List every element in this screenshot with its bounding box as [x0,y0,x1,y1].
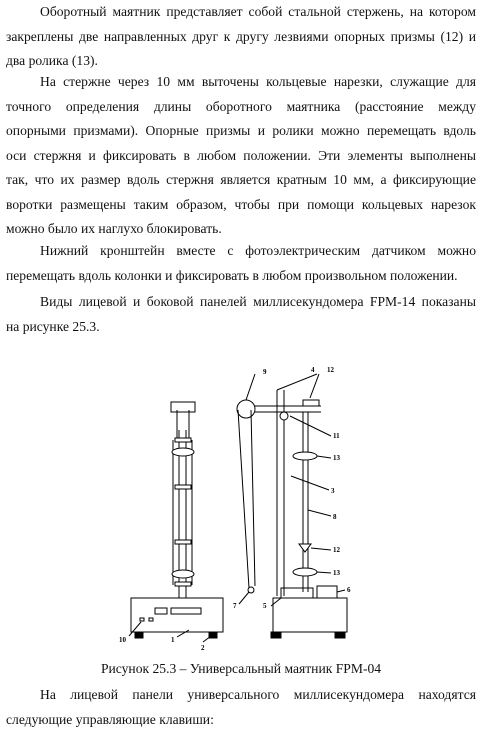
pulley [236,399,256,419]
label-2: 2 [201,644,205,652]
roller-disc [171,569,195,579]
label-8: 8 [333,513,337,521]
pendulum-figure: 10 1 2 9 4 12 11 13 3 8 12 13 6 5 7 [119,366,351,652]
text-line: следующие управляющие клавиши: [6,711,214,727]
label-5: 5 [263,602,267,610]
leader-line [309,373,320,399]
clamp [174,484,192,490]
roller-13 [292,451,318,461]
text-line: перемещать вдоль колонки и фиксировать в… [6,267,458,283]
roller-disc [171,447,195,457]
text-line: На стержне через 10 мм выточены кольцевы… [40,74,476,89]
weight-7 [247,586,255,594]
paragraph-4: Виды лицевой и боковой панелей миллисеку… [6,290,476,339]
text-line: воротки размещены таким образом, чтобы п… [6,196,476,212]
button-indicator [148,617,154,622]
text-line: два ролика (13). [6,53,98,68]
foot [334,631,346,639]
label-4: 4 [311,366,315,374]
clamp [174,437,192,443]
clamp [174,539,192,545]
leader-line [176,629,190,638]
leader-line [276,373,318,391]
leader-line [270,597,282,607]
paragraph-1: Оборотный маятник представляет собой ста… [6,0,476,74]
roller-13 [292,567,318,577]
label-11: 11 [333,432,340,440]
text-line: опорными призмами). Опорные призмы и рол… [6,123,476,138]
paragraph-3: Нижний кронштейн вместе с фотоэлектричес… [6,239,476,288]
text-line: Нижний кронштейн вместе с фотоэлектричес… [40,243,476,258]
text-line: закреплены две направленных друг к другу… [6,28,476,44]
leader-line [316,455,332,459]
label-12-top: 12 [327,366,335,374]
leader-line [307,509,332,517]
label-6: 6 [347,586,351,594]
label-9: 9 [263,368,267,376]
foot [208,631,218,639]
foot [134,631,144,639]
text-line: точного определения длины оборотного мая… [6,98,476,114]
display-window [154,607,168,615]
top-bracket [170,401,196,413]
photo-sensor-5 [280,587,314,599]
text-line: На лицевой панели универсального миллисе… [40,687,476,702]
button-indicator [139,617,145,622]
text-line: Виды лицевой и боковой панелей миллисеку… [40,294,476,309]
clamp [174,581,192,587]
leader-line [202,635,212,643]
text-line: Оборотный маятник представляет собой ста… [40,4,476,19]
label-13-bottom: 13 [333,569,341,577]
bracket-6 [316,585,338,599]
leader-line [290,475,330,491]
bracket-12 [302,399,320,407]
label-12-bottom: 12 [333,546,341,554]
foot [270,631,282,639]
label-3: 3 [331,487,335,495]
leader-line [316,571,332,574]
leader-line [128,621,142,637]
prism-11 [279,411,289,421]
label-10: 10 [119,636,127,644]
leader-line [245,373,256,401]
text-line: так, что их размер вдоль стержня являетс… [6,172,476,187]
text-line: можно было их наглухо блокировать. [6,221,222,236]
text-line: на рисунке 25.3. [6,318,100,334]
leader-line [238,591,250,605]
label-13-top: 13 [333,454,341,462]
display-window [170,607,202,615]
paragraph-5: На лицевой панели универсального миллисе… [6,683,476,732]
text-line: оси стержня и фиксировать в любом положе… [6,147,476,163]
prism-12 [298,543,312,553]
paragraph-2: На стержне через 10 мм выточены кольцевы… [6,70,476,242]
label-1: 1 [171,636,175,644]
leader-line [310,547,332,551]
label-7: 7 [233,602,237,610]
leader-line [289,415,332,437]
string [250,409,256,587]
string [237,409,250,589]
timer-base-side [272,597,348,633]
timer-base-front [130,597,224,633]
figure-caption: Рисунок 25.3 – Универсальный маятник FPM… [100,661,382,676]
leader-line [336,589,346,593]
